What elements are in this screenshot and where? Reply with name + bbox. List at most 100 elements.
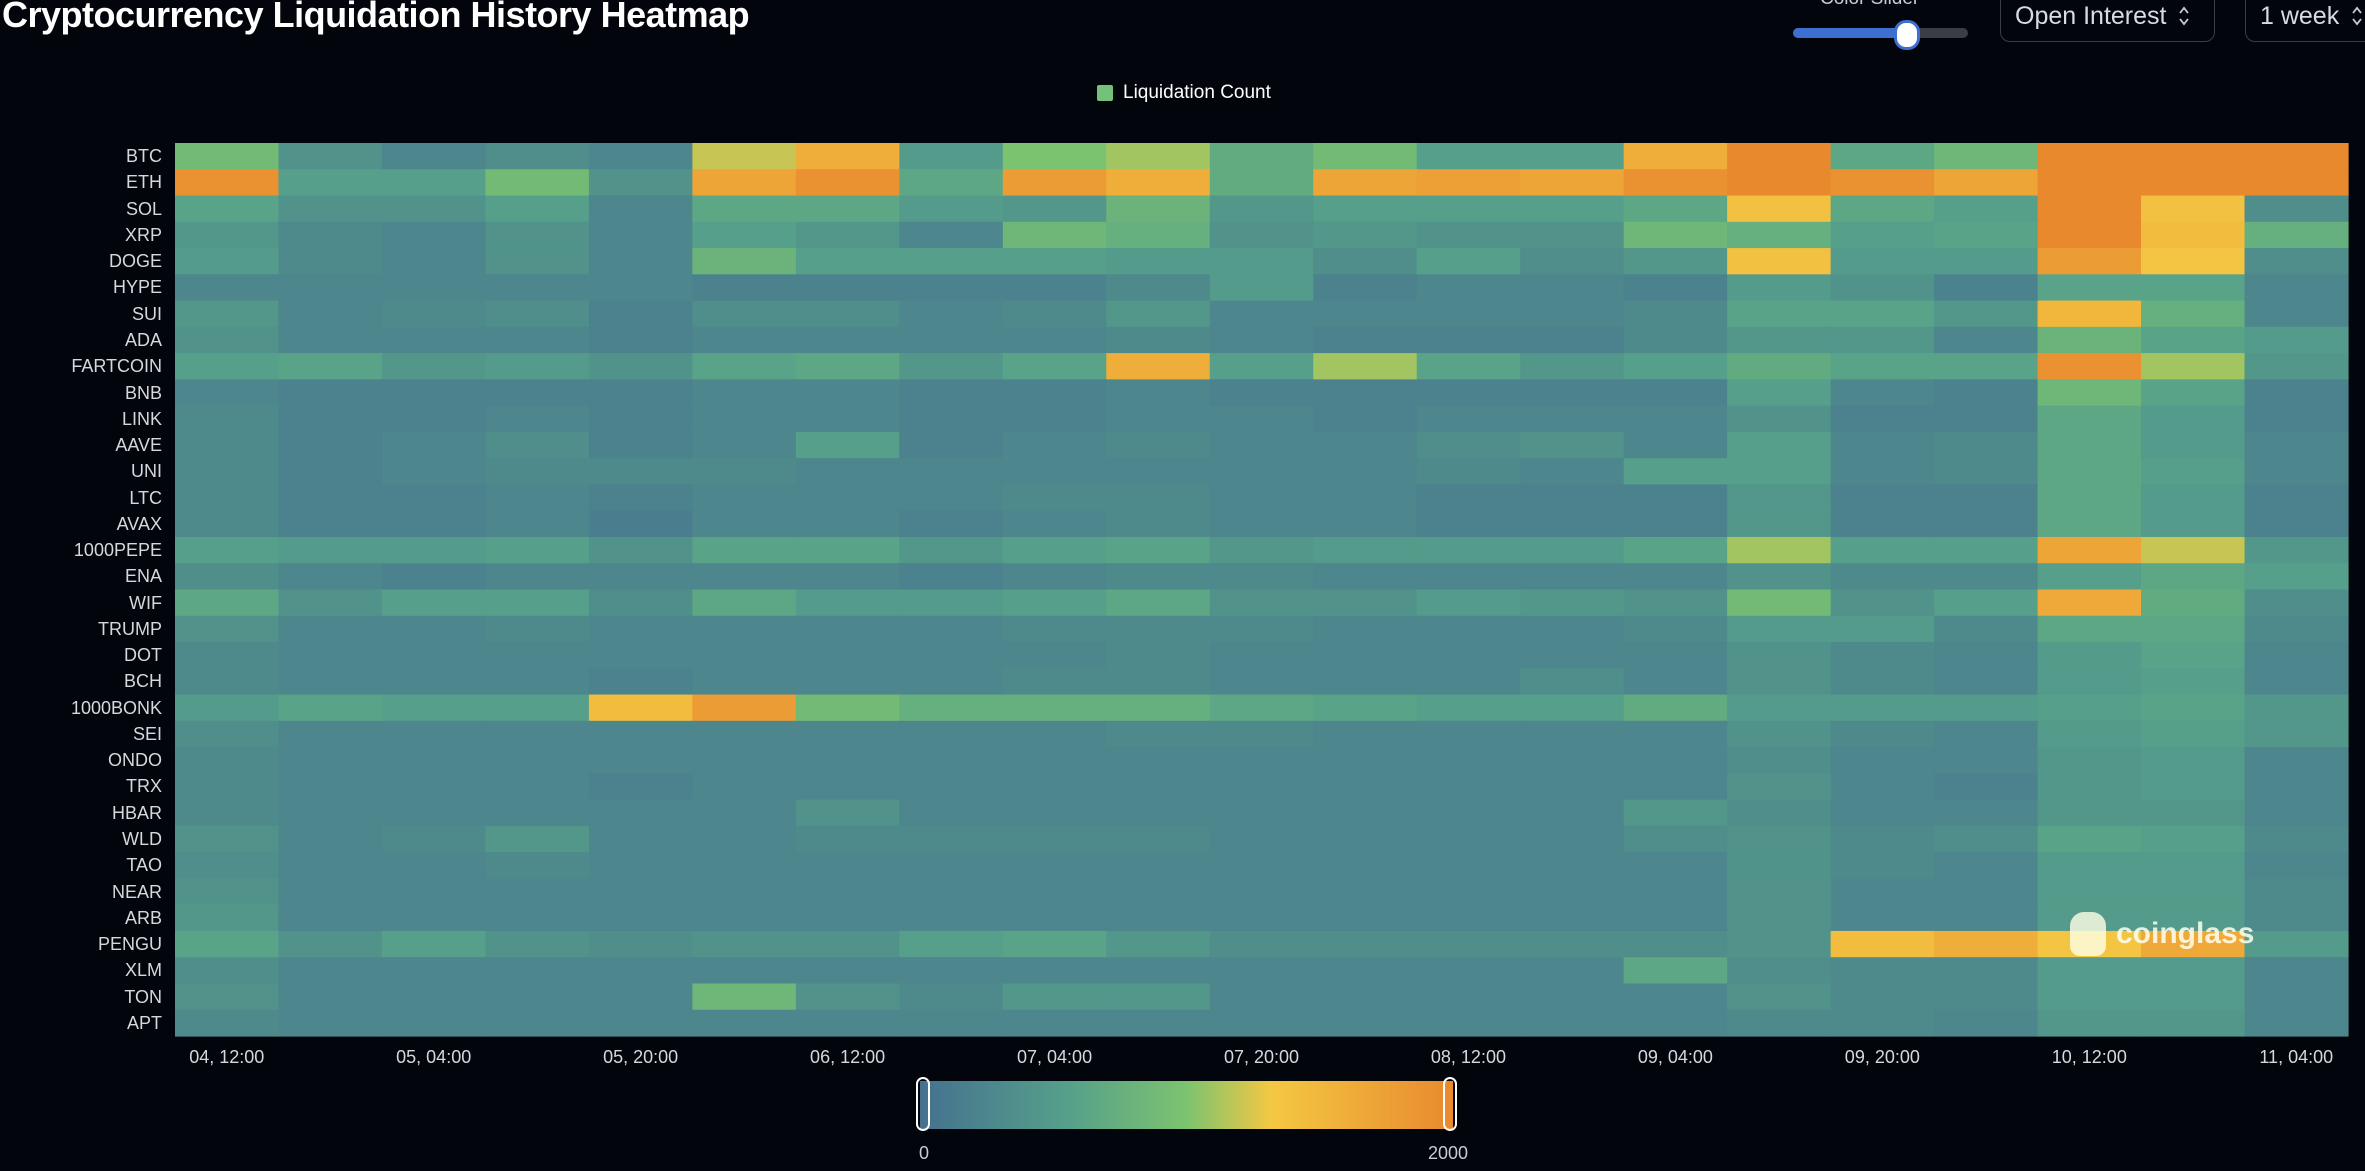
heatmap-cell-HYPE-17[interactable] [1934, 274, 2039, 302]
heatmap-cell-DOGE-6[interactable] [795, 248, 900, 275]
heatmap-cell-APT-0[interactable] [175, 1009, 280, 1037]
heatmap-cell-TON-2[interactable] [381, 983, 487, 1011]
heatmap-cell-SUI-5[interactable] [692, 300, 797, 328]
heatmap-cell-TRX-17[interactable] [1934, 773, 2039, 801]
heatmap-cell-UNI-9[interactable] [1106, 458, 1211, 486]
heatmap-cell-HBAR-9[interactable] [1106, 799, 1211, 827]
heatmap-cell-BCH-5[interactable] [692, 668, 797, 696]
heatmap-cell-BCH-7[interactable] [899, 668, 1004, 696]
heatmap-cell-AAVE-10[interactable] [1209, 431, 1314, 459]
heatmap-cell-DOGE-5[interactable] [692, 248, 797, 275]
heatmap-cell-TAO-20[interactable] [2244, 852, 2349, 880]
heatmap-cell-ADA-4[interactable] [588, 326, 693, 354]
heatmap-cell-BTC-14[interactable] [1623, 143, 1728, 170]
heatmap-cell-XLM-11[interactable] [1313, 957, 1418, 985]
heatmap-cell-DOT-0[interactable] [175, 642, 280, 669]
heatmap-cell-DOGE-11[interactable] [1313, 248, 1418, 275]
heatmap-cell-HBAR-2[interactable] [381, 799, 487, 827]
heatmap-cell-LTC-20[interactable] [2244, 484, 2349, 512]
heatmap-cell-BCH-20[interactable] [2244, 668, 2349, 696]
heatmap-cell-DOT-20[interactable] [2244, 642, 2349, 669]
heatmap-cell-1000PEPE-7[interactable] [899, 536, 1004, 564]
heatmap-cell-DOGE-3[interactable] [485, 248, 590, 275]
heatmap-cell-TON-5[interactable] [692, 983, 797, 1011]
heatmap-cell-1000BONK-18[interactable] [2037, 694, 2142, 722]
heatmap-cell-FARTCOIN-1[interactable] [278, 353, 383, 380]
heatmap-cell-WIF-10[interactable] [1209, 589, 1314, 617]
heatmap-cell-WLD-17[interactable] [1934, 825, 2039, 853]
heatmap-cell-SOL-19[interactable] [2141, 195, 2246, 223]
heatmap-cell-SOL-16[interactable] [1830, 195, 1935, 223]
heatmap-cell-TRUMP-7[interactable] [899, 615, 1004, 643]
heatmap-cell-AAVE-20[interactable] [2244, 431, 2349, 459]
heatmap-cell-DOGE-2[interactable] [381, 248, 487, 275]
heatmap-cell-LTC-8[interactable] [1002, 484, 1107, 512]
heatmap-cell-ENA-18[interactable] [2037, 563, 2142, 591]
heatmap-cell-HBAR-7[interactable] [899, 799, 1004, 827]
heatmap-cell-SEI-4[interactable] [588, 720, 693, 748]
heatmap-cell-WLD-3[interactable] [485, 825, 590, 853]
heatmap-cell-ADA-0[interactable] [175, 326, 280, 354]
heatmap-cell-TRX-14[interactable] [1623, 773, 1728, 801]
heatmap-cell-APT-18[interactable] [2037, 1009, 2142, 1037]
heatmap-cell-HYPE-4[interactable] [588, 274, 693, 302]
heatmap-cell-TRX-7[interactable] [899, 773, 1004, 801]
heatmap-cell-ARB-15[interactable] [1727, 904, 1832, 932]
heatmap-cell-ETH-20[interactable] [2244, 169, 2349, 197]
heatmap-cell-ARB-1[interactable] [278, 904, 383, 932]
heatmap-cell-AAVE-16[interactable] [1830, 431, 1935, 459]
heatmap-cell-SEI-14[interactable] [1623, 720, 1728, 748]
heatmap-cell-1000PEPE-17[interactable] [1934, 536, 2039, 564]
heatmap-cell-AAVE-8[interactable] [1002, 431, 1107, 459]
heatmap-cell-WIF-11[interactable] [1313, 589, 1418, 617]
heatmap-cell-WLD-7[interactable] [899, 825, 1004, 853]
heatmap-cell-ETH-5[interactable] [692, 169, 797, 197]
heatmap-cell-SUI-6[interactable] [795, 300, 900, 328]
heatmap-cell-1000BONK-16[interactable] [1830, 694, 1935, 722]
heatmap-cell-WLD-4[interactable] [588, 825, 693, 853]
heatmap-cell-ETH-19[interactable] [2141, 169, 2246, 197]
heatmap-cell-ETH-12[interactable] [1416, 169, 1521, 197]
colorbar-max-handle[interactable] [1443, 1077, 1457, 1131]
heatmap-cell-LTC-2[interactable] [381, 484, 487, 512]
heatmap-cell-ADA-8[interactable] [1002, 326, 1107, 354]
heatmap-cell-TRX-5[interactable] [692, 773, 797, 801]
heatmap-cell-BTC-6[interactable] [795, 143, 900, 170]
heatmap-cell-PENGU-0[interactable] [175, 930, 280, 958]
heatmap-cell-AAVE-0[interactable] [175, 431, 280, 459]
heatmap-cell-TRX-16[interactable] [1830, 773, 1935, 801]
heatmap-cell-AAVE-2[interactable] [381, 431, 487, 459]
heatmap-cell-NEAR-5[interactable] [692, 878, 797, 906]
heatmap-cell-BCH-3[interactable] [485, 668, 590, 696]
heatmap-cell-DOGE-20[interactable] [2244, 248, 2349, 275]
heatmap-cell-BNB-19[interactable] [2141, 379, 2246, 407]
heatmap-cell-PENGU-5[interactable] [692, 930, 797, 958]
heatmap-cell-LTC-6[interactable] [795, 484, 900, 512]
heatmap-cell-XLM-9[interactable] [1106, 957, 1211, 985]
heatmap-cell-LINK-6[interactable] [795, 405, 900, 433]
heatmap-cell-PENGU-20[interactable] [2244, 930, 2349, 958]
heatmap-cell-LINK-7[interactable] [899, 405, 1004, 433]
heatmap-cell-HBAR-13[interactable] [1520, 799, 1625, 827]
heatmap-cell-ENA-1[interactable] [278, 563, 383, 591]
heatmap-cell-HYPE-3[interactable] [485, 274, 590, 302]
heatmap-cell-1000BONK-6[interactable] [795, 694, 900, 722]
heatmap-cell-TAO-6[interactable] [795, 852, 900, 880]
heatmap-cell-BCH-12[interactable] [1416, 668, 1521, 696]
heatmap-cell-LINK-15[interactable] [1727, 405, 1832, 433]
heatmap-cell-ADA-11[interactable] [1313, 326, 1418, 354]
heatmap-cell-HYPE-6[interactable] [795, 274, 900, 302]
heatmap-cell-NEAR-0[interactable] [175, 878, 280, 906]
heatmap-cell-BCH-2[interactable] [381, 668, 487, 696]
heatmap-cell-BNB-0[interactable] [175, 379, 280, 407]
heatmap-cell-LINK-8[interactable] [1002, 405, 1107, 433]
heatmap-cell-XRP-1[interactable] [278, 221, 383, 249]
heatmap-cell-NEAR-12[interactable] [1416, 878, 1521, 906]
heatmap-cell-TRUMP-19[interactable] [2141, 615, 2246, 643]
heatmap-cell-ADA-12[interactable] [1416, 326, 1521, 354]
heatmap-cell-DOGE-8[interactable] [1002, 248, 1107, 275]
heatmap-cell-FARTCOIN-19[interactable] [2141, 353, 2246, 380]
heatmap-cell-SUI-7[interactable] [899, 300, 1004, 328]
heatmap-cell-1000BONK-11[interactable] [1313, 694, 1418, 722]
heatmap-cell-DOGE-12[interactable] [1416, 248, 1521, 275]
